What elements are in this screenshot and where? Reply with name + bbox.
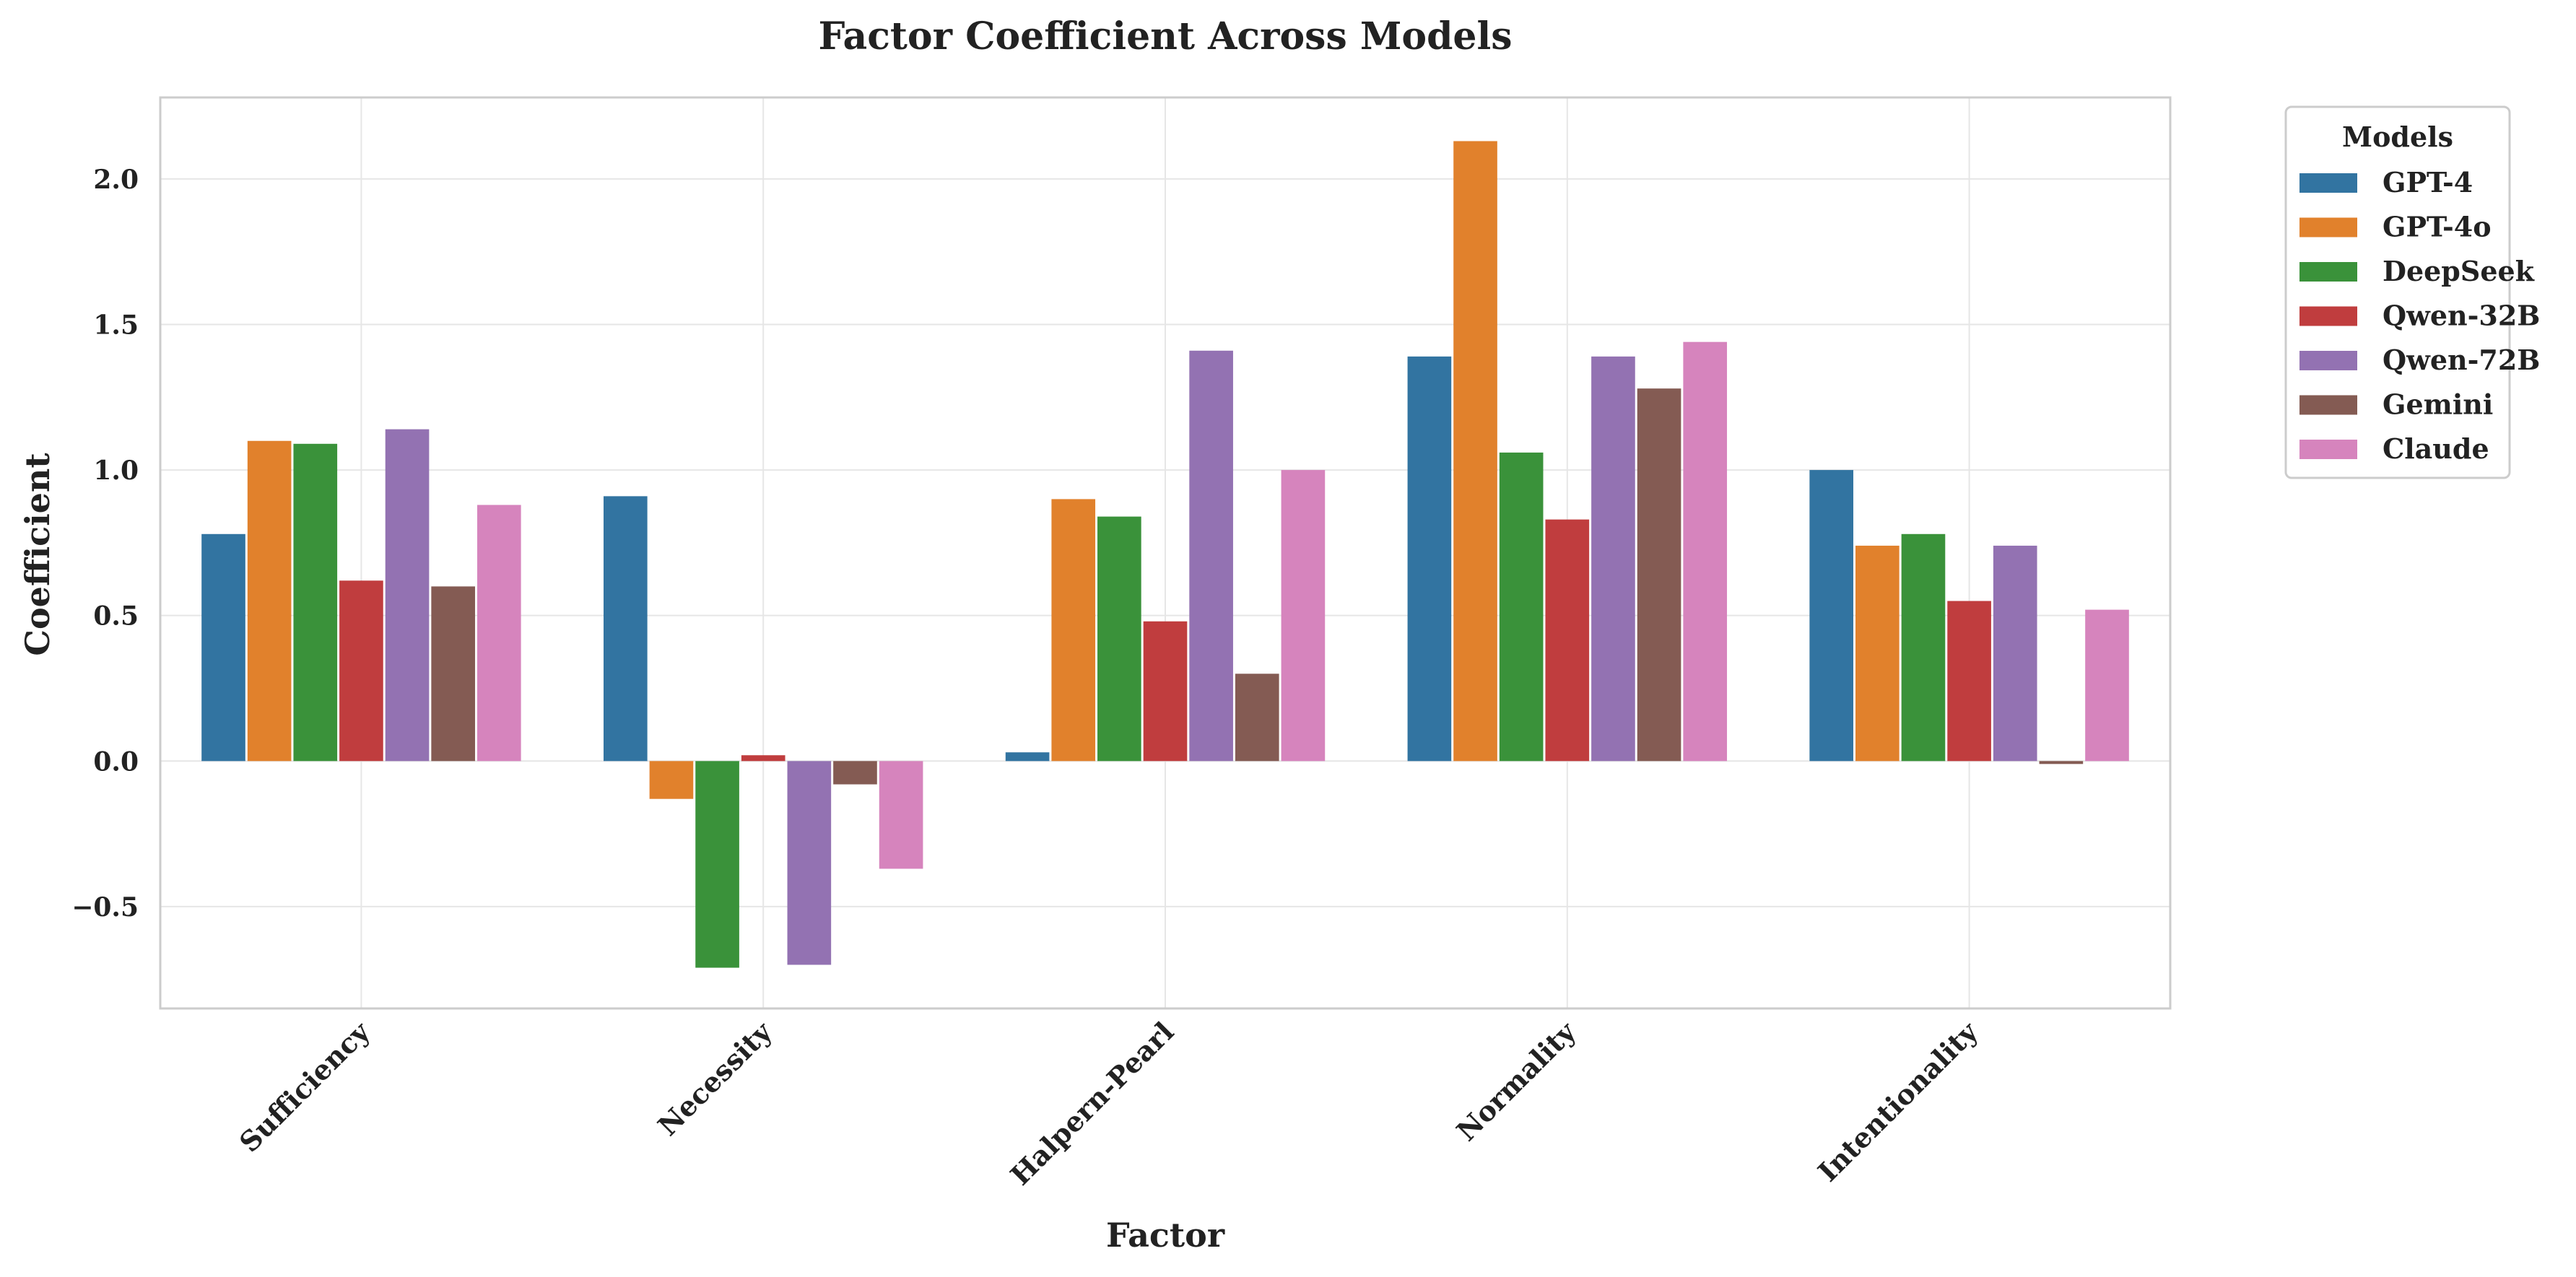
legend-swatch: [2299, 306, 2357, 326]
legend-label: Qwen-72B: [2383, 344, 2540, 376]
legend-item: GPT-4: [2299, 166, 2473, 199]
bar: [1005, 752, 1050, 762]
legend-swatch: [2299, 351, 2357, 370]
bar: [1947, 601, 1991, 762]
bar: [1901, 533, 1946, 762]
y-tick-label: 0.0: [93, 746, 139, 777]
bar: [1683, 341, 1728, 762]
legend-item: DeepSeek: [2299, 255, 2535, 287]
bar: [603, 496, 648, 762]
bar: [833, 761, 877, 785]
legend-items: GPT-4 GPT-4o DeepSeek Qwen-32B Qwen-72B Gemin…: [2299, 166, 2540, 465]
bar: [649, 761, 694, 799]
legend-label: Qwen-32B: [2383, 300, 2540, 332]
chart-title: Factor Coefficient Across Models: [818, 14, 1512, 58]
bar: [293, 443, 338, 762]
bar: [1407, 356, 1452, 762]
legend-label: GPT-4: [2383, 166, 2473, 199]
bar: [385, 429, 430, 762]
legend-swatch: [2299, 440, 2357, 459]
y-axis-label: Coefficient: [18, 453, 57, 656]
bar: [1189, 350, 1233, 762]
legend-item: GPT-4o: [2299, 211, 2492, 243]
legend-item: Qwen-72B: [2299, 344, 2540, 376]
bar: [2039, 761, 2084, 764]
bar: [1545, 519, 1590, 762]
y-tick-label: −0.5: [71, 892, 139, 923]
legend-swatch: [2299, 173, 2357, 193]
y-tick-label: 0.5: [93, 601, 139, 632]
bar: [787, 761, 832, 965]
y-tick-labels: −0.5 0.0 0.5 1.0 1.5 2.0: [71, 165, 139, 923]
bar: [1051, 499, 1096, 762]
plot-frame: [159, 96, 2172, 1010]
legend-label: Gemini: [2383, 388, 2493, 421]
bar: [1281, 470, 1326, 762]
y-tick-label: 1.0: [93, 456, 139, 486]
bar: [1809, 470, 1854, 762]
bar: [1453, 141, 1497, 762]
bars: [201, 141, 2129, 968]
legend-item: Qwen-32B: [2299, 300, 2540, 332]
bar: [1855, 545, 1900, 762]
bar: [1591, 356, 1635, 762]
bar: [339, 580, 383, 762]
bar: [1637, 388, 1681, 762]
y-tick-label: 2.0: [93, 165, 139, 195]
legend-title: Models: [2342, 121, 2453, 153]
legend-box: [2284, 105, 2511, 479]
bar: [431, 586, 475, 762]
legend-item: Claude: [2299, 432, 2489, 465]
bar: [1235, 674, 1279, 762]
legend-item: Gemini: [2299, 388, 2493, 421]
bar: [695, 761, 739, 968]
bar: [1499, 452, 1544, 762]
bar: [477, 505, 521, 762]
bar: [741, 755, 786, 762]
bar: [247, 440, 292, 762]
bar: [1143, 621, 1188, 762]
bar: [879, 761, 923, 869]
bar: [1097, 516, 1141, 762]
legend-label: GPT-4o: [2383, 211, 2492, 243]
y-tick-label: 1.5: [93, 310, 139, 340]
bar: [2085, 609, 2129, 762]
legend-swatch: [2299, 262, 2357, 282]
bar: [201, 533, 245, 762]
x-axis-label: Factor: [1106, 1216, 1225, 1255]
legend-swatch: [2299, 217, 2357, 237]
legend-label: DeepSeek: [2383, 255, 2535, 287]
legend-swatch: [2299, 395, 2357, 415]
legend: Models GPT-4 GPT-4o DeepSeek Qwen-32B Qwen-7…: [2284, 105, 2540, 479]
legend-label: Claude: [2383, 432, 2489, 465]
bar: [1993, 545, 2037, 762]
